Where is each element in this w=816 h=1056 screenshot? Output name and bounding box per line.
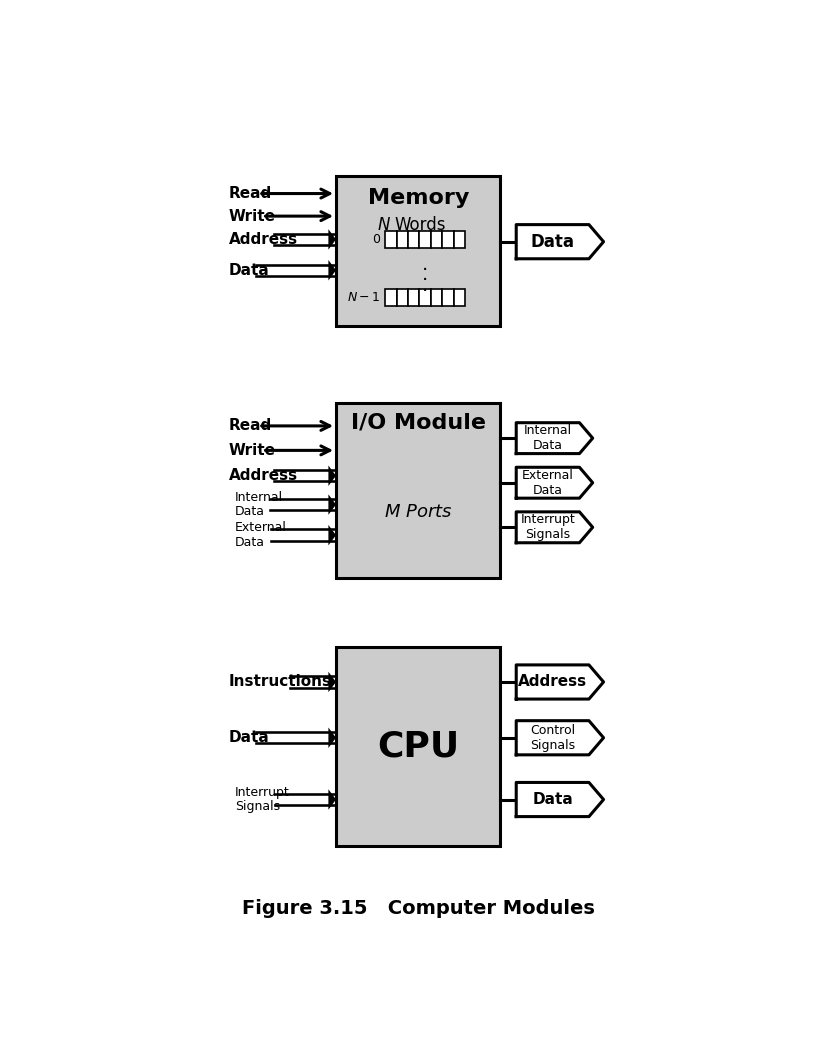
- Bar: [385, 289, 397, 306]
- Text: Control
Signals: Control Signals: [530, 723, 575, 752]
- Text: Words: Words: [395, 216, 446, 234]
- Polygon shape: [328, 728, 336, 748]
- Text: 0: 0: [372, 233, 380, 246]
- Bar: [431, 231, 442, 248]
- Bar: [397, 289, 408, 306]
- Bar: [336, 403, 500, 578]
- Text: Write: Write: [228, 442, 276, 458]
- Text: Data: Data: [532, 792, 573, 807]
- Text: Write: Write: [228, 209, 276, 224]
- Text: Data: Data: [228, 731, 269, 746]
- Polygon shape: [517, 512, 592, 543]
- Text: ·: ·: [422, 271, 428, 290]
- Polygon shape: [328, 229, 336, 249]
- Text: Signals: Signals: [235, 800, 280, 813]
- Text: Internal: Internal: [235, 491, 283, 504]
- Text: Internal
Data: Internal Data: [524, 425, 572, 452]
- Text: Memory: Memory: [367, 188, 469, 208]
- Text: Read: Read: [228, 186, 272, 201]
- Text: Data: Data: [228, 263, 269, 278]
- Text: Interrupt
Signals: Interrupt Signals: [521, 513, 575, 542]
- Polygon shape: [517, 225, 604, 259]
- Bar: [385, 231, 397, 248]
- Text: Address: Address: [228, 232, 298, 247]
- Text: Address: Address: [518, 675, 588, 690]
- Polygon shape: [328, 466, 336, 486]
- Text: $N$: $N$: [377, 216, 391, 234]
- Polygon shape: [517, 422, 592, 454]
- Bar: [442, 289, 454, 306]
- Bar: [431, 289, 442, 306]
- Text: Interrupt: Interrupt: [235, 786, 290, 798]
- Polygon shape: [328, 260, 336, 281]
- Text: Instructions: Instructions: [228, 675, 331, 690]
- Text: External
Data: External Data: [522, 469, 574, 496]
- Polygon shape: [517, 467, 592, 498]
- Bar: [408, 231, 419, 248]
- Bar: [454, 231, 465, 248]
- Bar: [336, 175, 500, 326]
- Polygon shape: [328, 672, 336, 693]
- Text: External: External: [235, 522, 286, 534]
- Text: $N-1$: $N-1$: [347, 291, 380, 304]
- Bar: [397, 231, 408, 248]
- Polygon shape: [328, 494, 336, 515]
- Polygon shape: [517, 782, 604, 816]
- Bar: [454, 289, 465, 306]
- Text: $M$ Ports: $M$ Ports: [384, 503, 453, 521]
- Text: ·: ·: [422, 282, 428, 301]
- Bar: [442, 231, 454, 248]
- Bar: [336, 647, 500, 846]
- Text: ·: ·: [422, 261, 428, 280]
- Bar: [419, 289, 431, 306]
- Text: I/O Module: I/O Module: [351, 413, 486, 433]
- Text: CPU: CPU: [377, 730, 459, 763]
- Polygon shape: [328, 525, 336, 545]
- Text: Figure 3.15   Computer Modules: Figure 3.15 Computer Modules: [242, 900, 595, 919]
- Bar: [419, 231, 431, 248]
- Text: Read: Read: [228, 418, 272, 433]
- Polygon shape: [517, 665, 604, 699]
- Bar: [408, 289, 419, 306]
- Polygon shape: [517, 720, 604, 755]
- Text: Data: Data: [235, 506, 265, 518]
- Polygon shape: [328, 789, 336, 810]
- Text: Address: Address: [228, 468, 298, 484]
- Text: Data: Data: [530, 232, 574, 250]
- Text: Data: Data: [235, 536, 265, 549]
